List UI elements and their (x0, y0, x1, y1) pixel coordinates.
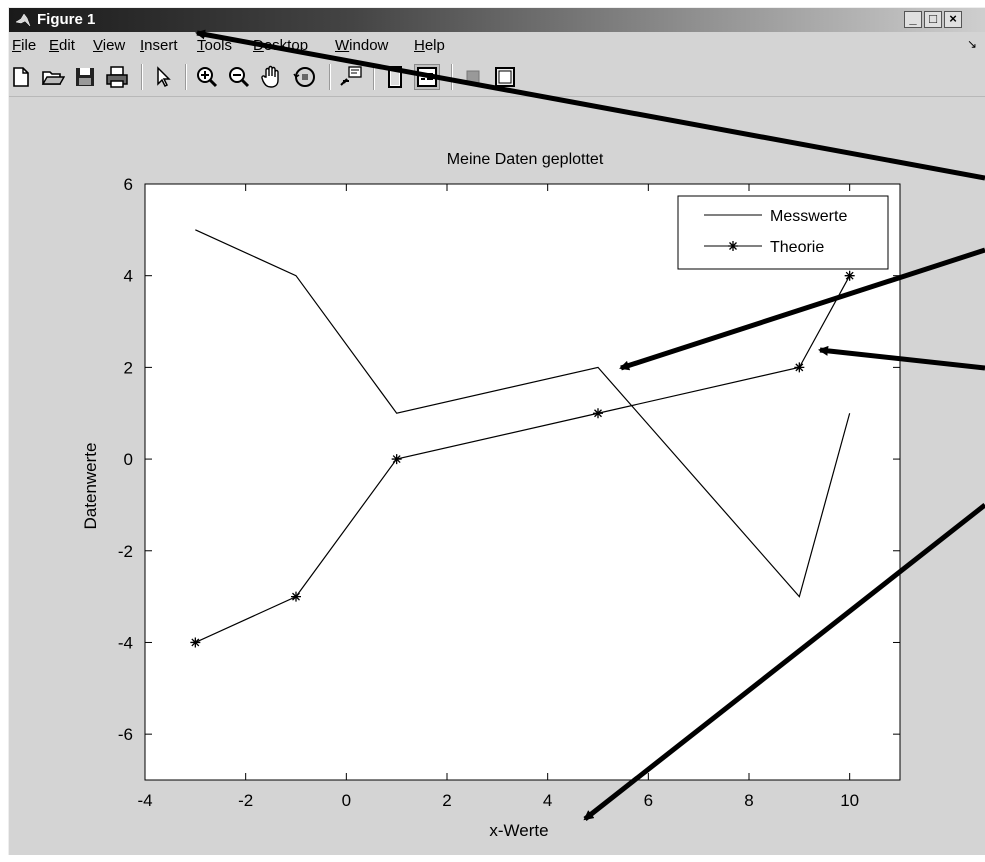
y-tick-label: -2 (118, 542, 133, 561)
title-bar[interactable]: Figure 1 _ □ × (9, 8, 985, 32)
data-point-marker (391, 454, 402, 465)
menu-insert[interactable]: Insert (140, 37, 178, 54)
y-tick-label: 4 (124, 267, 133, 286)
legend-marker-theorie (728, 241, 738, 251)
legend-label-theorie: Theorie (770, 239, 824, 256)
x-tick-label: 2 (442, 791, 451, 810)
open-folder-icon[interactable] (41, 65, 65, 89)
y-axis-label: Datenwerte (81, 443, 100, 530)
data-point-marker (593, 408, 603, 419)
menu-edit[interactable]: Edit (49, 37, 75, 54)
y-tick-label: 0 (124, 450, 133, 469)
y-tick-label: 2 (124, 358, 133, 377)
chart-title: Meine Daten geplottet (447, 151, 604, 168)
new-file-icon[interactable] (9, 65, 33, 89)
menu-view[interactable]: View (93, 37, 126, 54)
y-tick-label: -4 (118, 633, 133, 652)
close-button[interactable]: × (944, 11, 962, 28)
x-tick-label: -2 (238, 791, 253, 810)
y-tick-label: 6 (124, 175, 133, 194)
toolbar-separator (141, 64, 143, 90)
legend[interactable]: Messwerte Theorie (677, 195, 889, 270)
window-title: Figure 1 (37, 11, 96, 28)
legend-label-messwerte: Messwerte (770, 208, 847, 225)
data-point-marker (794, 362, 805, 373)
matlab-logo-icon (15, 13, 31, 27)
data-point-marker (190, 637, 201, 648)
save-icon[interactable] (73, 65, 97, 89)
data-point-marker (844, 270, 855, 281)
x-tick-label: 10 (840, 791, 859, 810)
x-tick-label: 8 (744, 791, 753, 810)
x-tick-label: 6 (644, 791, 653, 810)
y-tick-label: -6 (118, 725, 133, 744)
minimize-button[interactable]: _ (904, 11, 922, 28)
menu-file[interactable]: File (12, 37, 37, 54)
toolbar-separator (185, 64, 187, 90)
axes-background (144, 183, 901, 781)
x-tick-label: 0 (342, 791, 351, 810)
print-icon[interactable] (105, 65, 129, 89)
x-tick-label: 4 (543, 791, 552, 810)
maximize-button[interactable]: □ (924, 11, 942, 28)
pointer-icon[interactable] (151, 65, 175, 89)
x-axis-label: x-Werte (489, 821, 548, 840)
legend-box (677, 195, 889, 270)
data-point-marker (291, 591, 301, 602)
x-tick-label: -4 (137, 791, 152, 810)
